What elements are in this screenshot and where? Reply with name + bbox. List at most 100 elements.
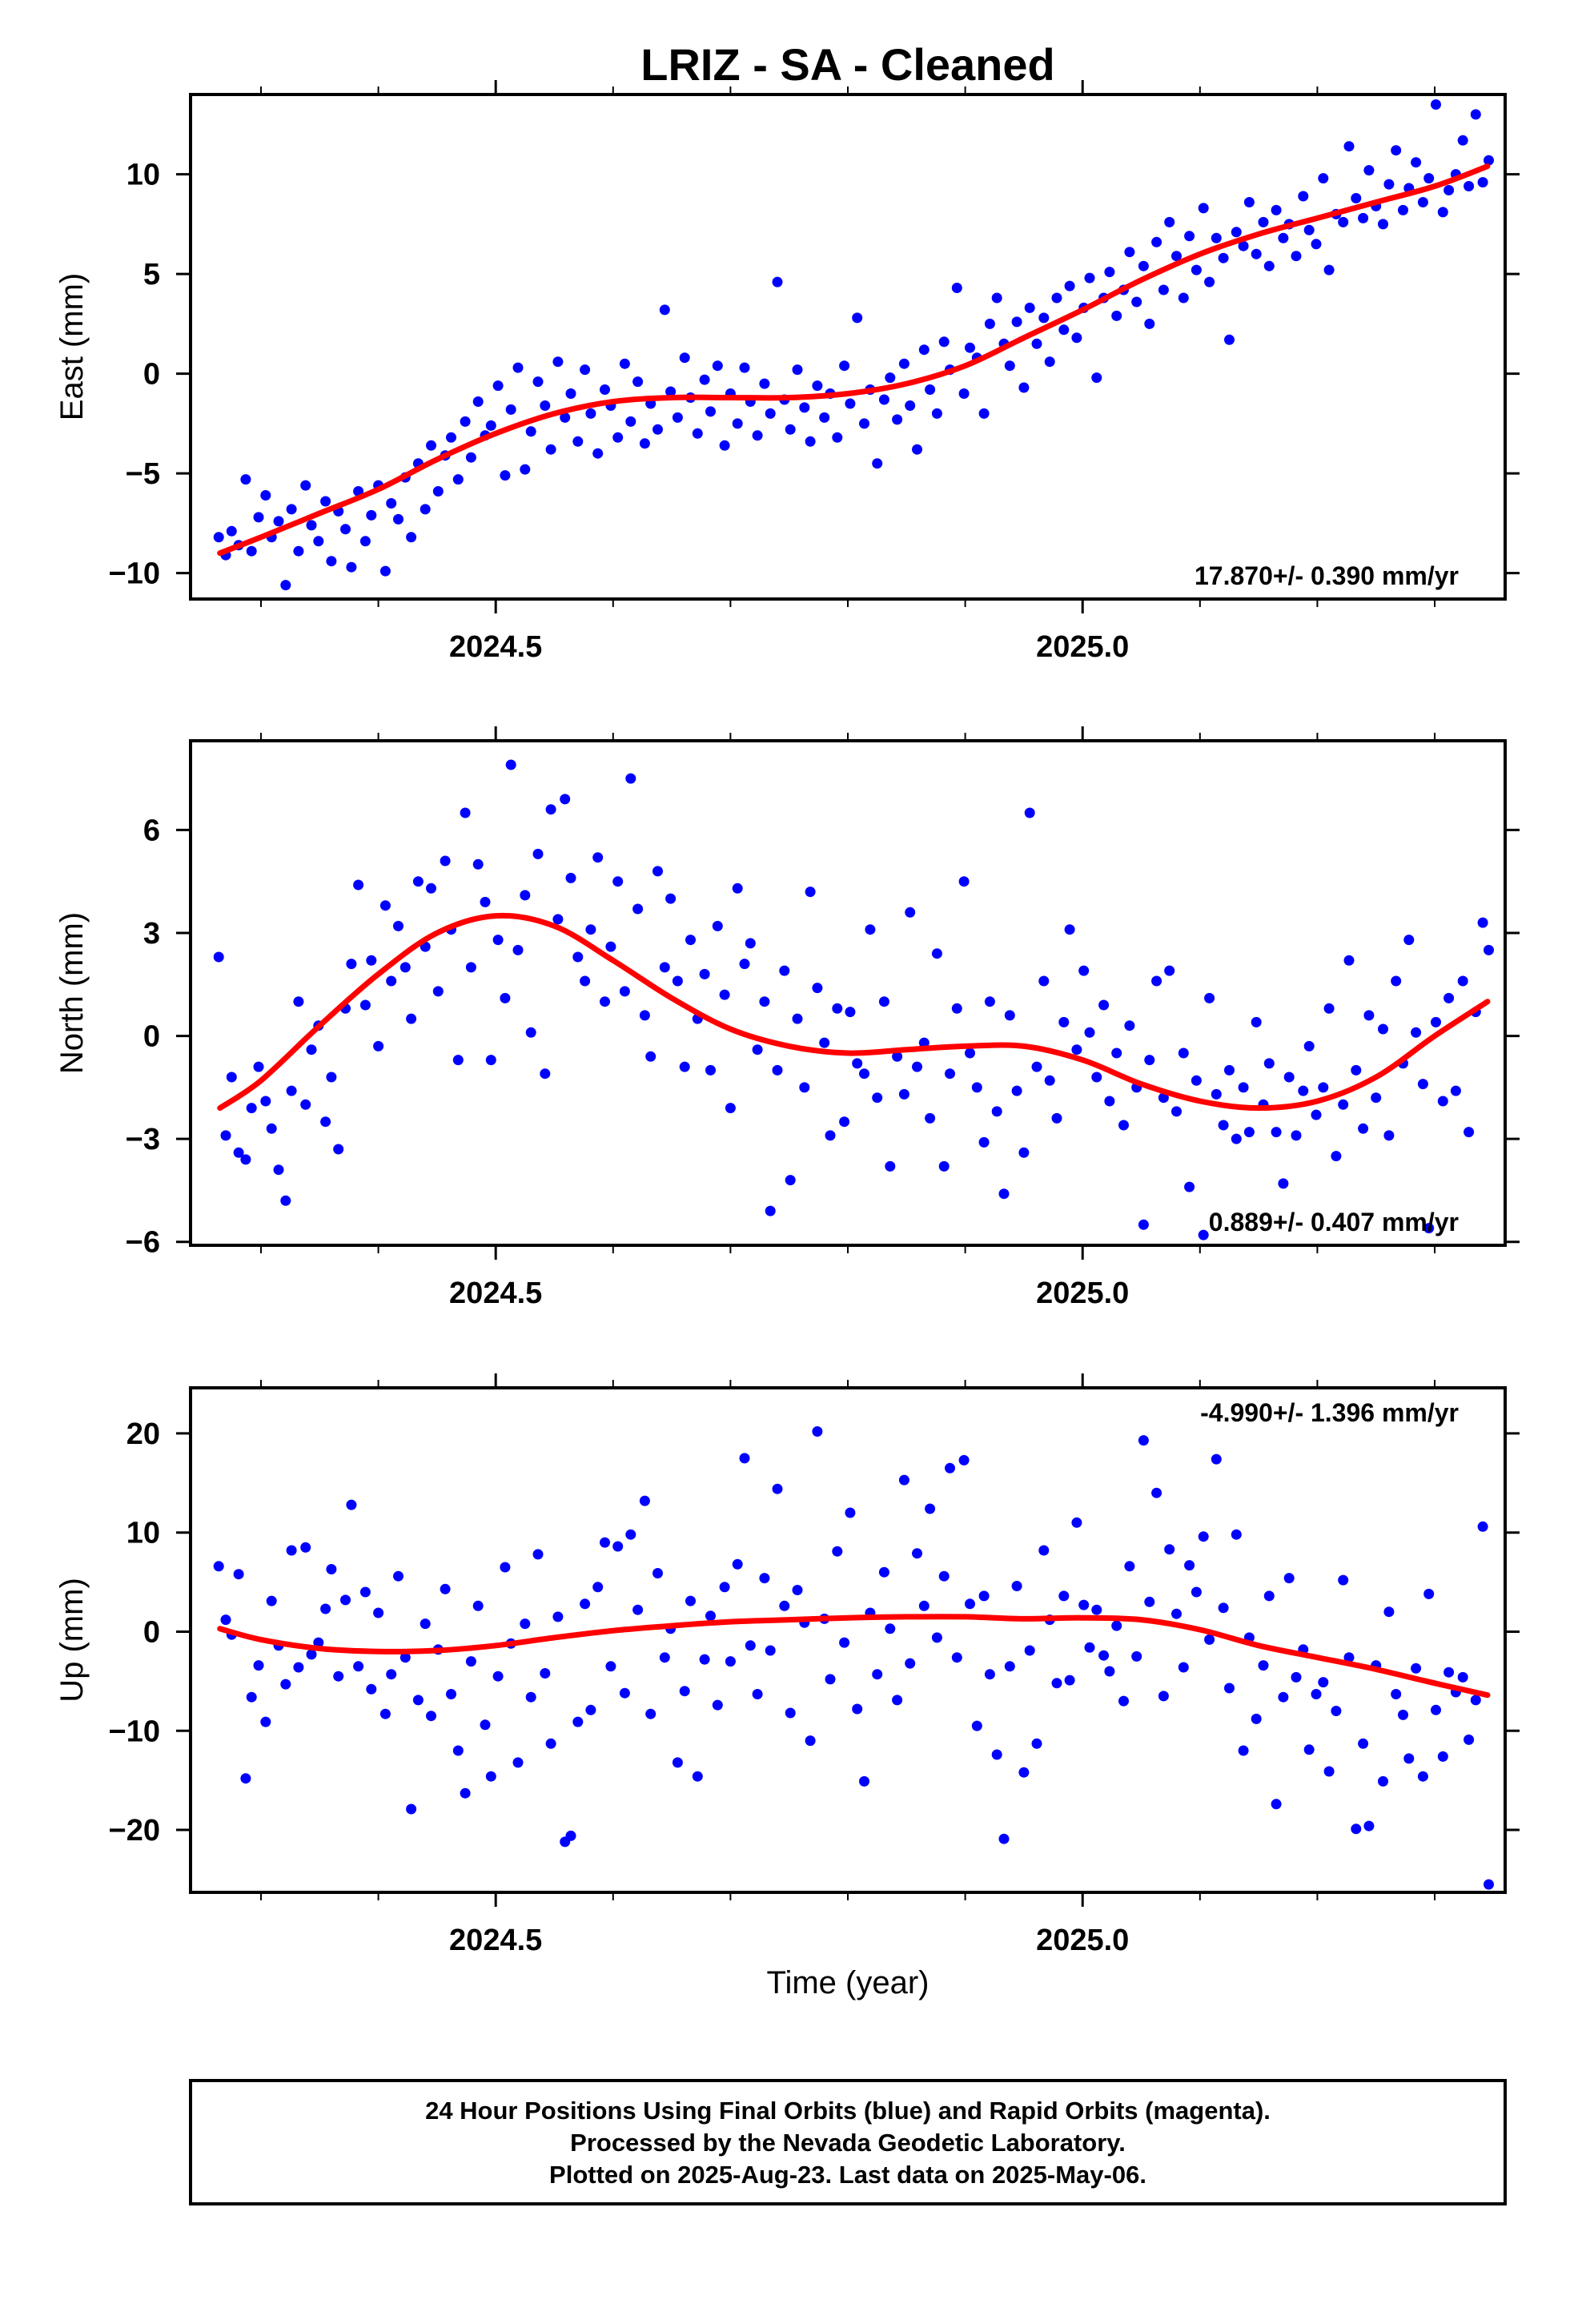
data-point — [226, 1072, 237, 1083]
y-tick-label: −10 — [109, 557, 160, 591]
data-point — [984, 1669, 995, 1680]
data-point — [1204, 1634, 1215, 1645]
data-point — [892, 1051, 903, 1062]
data-point — [1038, 312, 1050, 324]
data-point — [500, 470, 511, 481]
data-point — [240, 1154, 251, 1165]
data-point — [480, 896, 491, 907]
data-point — [1318, 173, 1329, 184]
data-point — [1078, 1599, 1090, 1610]
data-point — [505, 404, 516, 415]
data-point — [1283, 1072, 1295, 1083]
data-point — [1118, 1695, 1129, 1707]
data-point — [300, 1542, 311, 1553]
data-point — [420, 1618, 431, 1630]
data-point — [452, 474, 464, 485]
data-point — [659, 962, 670, 973]
x-tick-label: 2025.0 — [1036, 1277, 1129, 1310]
data-point — [1391, 975, 1402, 987]
data-point — [1323, 1766, 1335, 1777]
data-point — [592, 852, 604, 863]
data-point — [440, 855, 451, 866]
y-axis-label: North (mm) — [54, 912, 90, 1074]
data-point — [652, 866, 663, 877]
data-point — [639, 438, 650, 449]
data-point — [759, 996, 770, 1007]
data-point — [912, 444, 922, 455]
data-point — [1263, 260, 1275, 271]
data-point — [306, 1649, 317, 1660]
data-point — [1151, 975, 1162, 987]
data-point — [1171, 1106, 1182, 1117]
data-point — [366, 1683, 377, 1695]
data-point — [1437, 1096, 1448, 1107]
data-point — [540, 1068, 551, 1080]
data-point — [852, 1703, 863, 1715]
data-point — [1477, 177, 1488, 188]
data-point — [532, 1549, 544, 1560]
y-tick-label: 0 — [143, 1615, 160, 1649]
data-point — [1331, 1151, 1342, 1162]
data-point — [839, 1637, 850, 1648]
footer-line-1: 24 Hour Positions Using Final Orbits (bl… — [425, 2097, 1271, 2125]
data-point — [898, 1474, 909, 1486]
y-tick-label: 5 — [143, 258, 160, 292]
data-point — [1484, 1879, 1494, 1890]
data-point — [872, 1092, 883, 1104]
data-point — [485, 1771, 496, 1782]
data-point — [1151, 1487, 1162, 1498]
data-point — [1358, 1123, 1369, 1134]
data-point — [1038, 975, 1050, 987]
data-point — [300, 1099, 311, 1110]
data-point — [839, 1116, 850, 1128]
data-point — [1184, 1181, 1195, 1192]
data-point — [1291, 1130, 1302, 1141]
fit-curve — [217, 163, 1491, 557]
data-point — [1423, 173, 1435, 184]
data-point — [759, 1573, 770, 1584]
data-point — [432, 486, 444, 497]
data-point — [293, 545, 304, 557]
data-point — [552, 1611, 564, 1622]
data-point — [572, 1716, 584, 1727]
data-point — [1064, 1675, 1075, 1686]
data-point — [1231, 227, 1242, 238]
data-point — [432, 986, 444, 997]
data-point — [1278, 1691, 1289, 1703]
data-point — [652, 1568, 663, 1578]
data-point — [572, 951, 584, 963]
data-point — [1258, 216, 1269, 227]
data-point — [1383, 1606, 1395, 1618]
data-point — [1164, 1544, 1175, 1555]
data-point — [400, 962, 411, 973]
data-point — [1124, 1561, 1135, 1572]
data-point — [1391, 145, 1402, 156]
data-point — [472, 396, 484, 407]
data-point — [1343, 1652, 1355, 1663]
x-tick-label: 2025.0 — [1036, 630, 1129, 664]
data-point — [1311, 1109, 1322, 1120]
data-point — [759, 378, 770, 389]
data-point — [1091, 372, 1102, 384]
data-point — [359, 1586, 371, 1598]
data-point — [619, 358, 630, 369]
data-point — [472, 858, 484, 870]
data-point — [725, 1656, 736, 1667]
data-point — [406, 1803, 417, 1815]
data-point — [373, 1040, 384, 1051]
data-point — [480, 1719, 491, 1731]
plot-frame — [189, 93, 1507, 601]
data-point — [340, 1594, 351, 1606]
data-point — [492, 1671, 504, 1682]
data-point — [1331, 1706, 1342, 1716]
data-point — [965, 342, 975, 353]
data-point — [1131, 1651, 1142, 1662]
data-point — [452, 1745, 464, 1756]
data-point — [951, 1003, 962, 1014]
data-point — [625, 773, 636, 784]
data-point — [779, 965, 790, 976]
data-point — [460, 1787, 471, 1799]
data-point — [440, 1583, 451, 1594]
data-point — [1251, 1016, 1262, 1027]
data-point — [1403, 1753, 1415, 1764]
